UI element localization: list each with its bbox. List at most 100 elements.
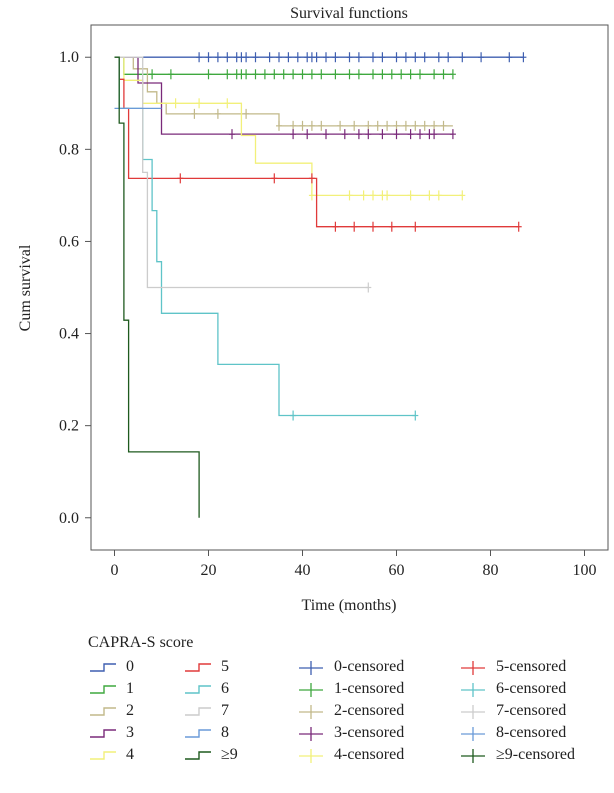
x-tick-label: 0 [111,562,119,579]
censor-mark-1 [243,69,250,80]
legend-step-icon [90,751,116,760]
censor-mark-4 [224,98,231,109]
censor-mark-1 [271,69,278,80]
censor-mark-3 [393,129,400,140]
y-tick-label: 0.8 [59,141,79,158]
censor-mark-1 [449,69,456,80]
legend-item-2: 2 [88,700,134,722]
censor-mark-5 [332,221,339,232]
legend-item-6-censored: 6-censored [458,678,566,700]
censor-mark-0 [393,52,400,63]
censor-mark-0 [435,52,442,63]
censor-mark-0 [224,52,231,63]
legend-censor-icon [461,683,485,697]
censor-mark-3 [290,129,297,140]
censor-mark-2 [374,120,381,131]
censor-mark-0 [412,52,419,63]
censor-mark-7 [365,282,372,293]
censor-mark-6 [290,410,297,421]
censor-mark-0 [313,52,320,63]
censor-mark-4 [435,190,442,201]
censor-mark-2 [191,108,198,119]
legend-step-icon [185,707,211,716]
legend-label: 6 [221,680,229,697]
series-line-2 [114,56,453,127]
legend-label: 2-censored [334,702,405,719]
legend-item-3: 3 [88,722,134,744]
plot-frame [90,24,609,551]
y-tick-label: 0.2 [59,418,79,435]
censor-mark-4 [407,190,414,201]
legend-item-1-censored: 1-censored [296,678,404,700]
censor-mark-0 [266,52,273,63]
censor-mark-2 [276,120,282,131]
censor-mark-3 [407,129,414,140]
censor-mark-2 [440,120,447,131]
censor-mark-2 [308,120,315,131]
legend-item-≥9-censored: ≥9-censored [458,744,575,766]
censor-mark-1 [398,69,405,80]
legend-item-6: 6 [183,678,229,700]
censor-mark-0 [332,52,339,63]
censor-mark-4 [196,98,203,109]
legend-censor-icon [299,683,323,697]
censor-mark-5 [177,173,184,184]
censor-mark-2 [243,108,250,119]
legend-label: 6-censored [496,680,567,697]
legend-item-0-censored: 0-censored [296,656,404,678]
censor-mark-1 [252,69,259,80]
censor-mark-1 [431,69,438,80]
censor-mark-0 [459,52,466,63]
chart-title: Survival functions [290,5,408,22]
legend-item-0: 0 [88,656,134,678]
y-tick-label: 1.0 [59,49,79,66]
censor-mark-2 [412,120,419,131]
x-tick-label: 60 [389,562,405,579]
series-line-6 [114,56,416,417]
x-axis-label: Time (months) [302,597,397,614]
censor-mark-2 [299,120,306,131]
censor-mark-3 [431,129,438,140]
legend: 0 0-censored 1 1-censored 2 2-censored 3 3-cens… [88,656,614,786]
legend-censor-icon [299,661,323,675]
censor-mark-4 [360,190,367,201]
legend-step-icon [185,685,211,694]
legend-label: 8-censored [496,724,567,741]
legend-label: 3-censored [334,724,405,741]
legend-step-icon [90,685,116,694]
legend-label: ≥9 [221,746,238,763]
censor-mark-1 [299,69,306,80]
survival-chart: Survival functions 0 20 40 60 80 100 0.0 0.2 0.4… [17,5,609,614]
x-tick-label: 100 [573,562,597,579]
legend-label: 5 [221,658,229,675]
censor-mark-1 [346,69,353,80]
censor-mark-0 [346,52,353,63]
censor-mark-0 [252,52,259,63]
censor-mark-1 [205,69,212,80]
x-tick-label: 80 [483,562,499,579]
legend-item-≥9: ≥9 [183,744,238,766]
legend-label: 7-censored [496,702,567,719]
legend-censor-icon [299,749,323,763]
censor-mark-3 [449,129,456,140]
series-line-5 [114,56,519,228]
censor-mark-0 [285,52,292,63]
censor-mark-5 [351,221,358,232]
censor-mark-0 [355,52,362,63]
legend-item-7: 7 [183,700,229,722]
censor-mark-2 [214,108,221,119]
x-tick-label: 20 [201,562,217,579]
censor-mark-0 [276,52,282,63]
censor-mark-3 [355,129,362,140]
legend-label: 3 [126,724,134,741]
legend-item-7-censored: 7-censored [458,700,566,722]
censor-mark-0 [520,52,527,63]
legend-step-icon [90,707,116,716]
censor-mark-4 [426,190,433,201]
censor-mark-6 [412,410,419,421]
censor-mark-5 [308,173,315,184]
x-tick-label: 40 [295,562,311,579]
censor-mark-1 [261,69,268,80]
censor-mark-0 [294,52,301,63]
censor-mark-5 [370,221,376,232]
